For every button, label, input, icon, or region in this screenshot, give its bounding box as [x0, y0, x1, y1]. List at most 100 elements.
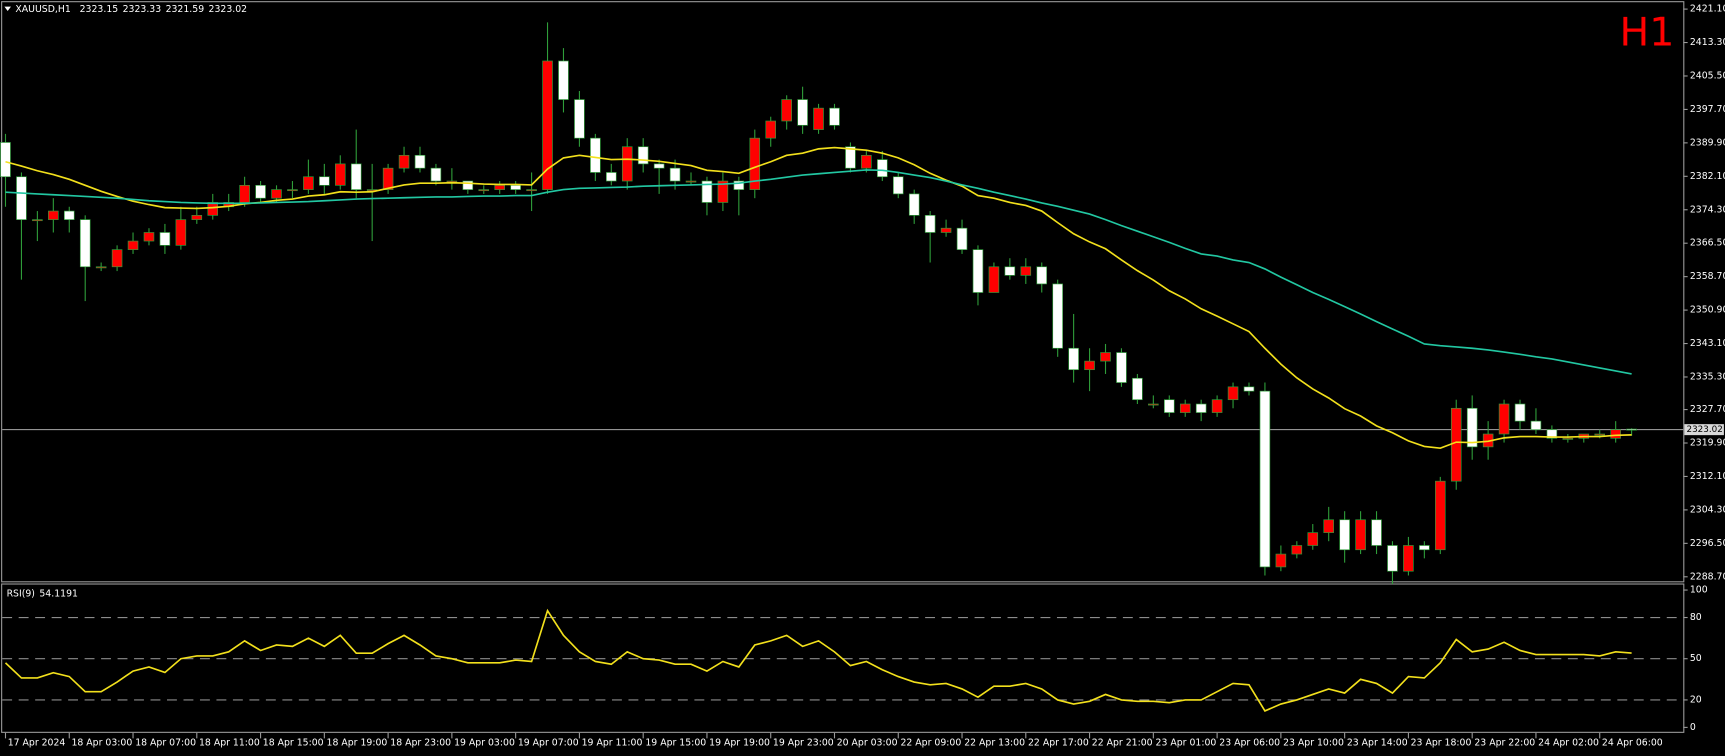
y-tick-label: 2366.50 — [1690, 238, 1725, 249]
candle-body — [95, 266, 107, 269]
y-tick-label: 2405.50 — [1690, 70, 1725, 81]
candle-body — [621, 146, 633, 182]
x-tick-label: 19 Apr 19:00 — [709, 737, 770, 748]
candle-body — [940, 227, 952, 233]
candle-body — [1132, 377, 1143, 401]
y-tick-label: 2296.50 — [1690, 538, 1725, 549]
candle-body — [255, 184, 266, 199]
candle-body — [908, 193, 920, 216]
y-tick-label: 0 — [1690, 722, 1696, 733]
x-tick-label: 22 Apr 13:00 — [964, 737, 1025, 748]
x-tick-label: 18 Apr 15:00 — [263, 737, 324, 748]
x-tick-label: 22 Apr 17:00 — [1028, 737, 1089, 748]
candle-body — [637, 146, 649, 165]
candle-body — [1004, 266, 1016, 276]
y-tick-label: 80 — [1690, 612, 1702, 623]
candle-body — [765, 120, 776, 139]
candle-body — [335, 163, 346, 186]
x-tick-label: 23 Apr 01:00 — [1156, 737, 1217, 748]
candle-body — [191, 215, 203, 220]
x-tick-label: 19 Apr 03:00 — [454, 737, 515, 748]
y-tick-label: 2327.70 — [1690, 404, 1725, 415]
candle-body — [861, 154, 872, 169]
candle-body — [127, 240, 139, 250]
menu-arrow — [4, 6, 11, 12]
candle-body — [1387, 545, 1398, 572]
candle-body — [111, 249, 123, 268]
price-tag-label: 2323.02 — [1687, 425, 1723, 435]
y-tick-label: 2374.30 — [1690, 204, 1725, 215]
candle-body — [1355, 519, 1366, 551]
x-tick-label: 23 Apr 22:00 — [1474, 737, 1535, 748]
rsi-title: RSI(9) — [7, 588, 35, 599]
x-tick-label: 23 Apr 10:00 — [1283, 737, 1344, 748]
candle-body — [0, 142, 11, 178]
candle-body — [653, 163, 665, 169]
candle-body — [16, 176, 27, 220]
candle-body — [590, 137, 601, 173]
candle-body — [1036, 266, 1048, 285]
candle-body — [1626, 428, 1637, 431]
candle-body — [143, 232, 155, 242]
candle-body — [558, 60, 569, 100]
candle-body — [1514, 403, 1526, 422]
candle-body — [1179, 403, 1191, 413]
candle-body — [845, 146, 856, 169]
x-tick-label: 24 Apr 06:00 — [1602, 737, 1663, 748]
x-tick-label: 24 Apr 02:00 — [1538, 737, 1599, 748]
candle-body — [1594, 433, 1605, 436]
candle-body — [1562, 437, 1574, 440]
candle-body — [574, 99, 585, 139]
candle-body — [956, 227, 968, 250]
candle-body — [797, 99, 808, 126]
x-tick-label: 18 Apr 11:00 — [199, 737, 260, 748]
line — [4, 608, 1632, 712]
y-tick-label: 2304.30 — [1690, 504, 1725, 515]
x-tick-label: 19 Apr 11:00 — [582, 737, 643, 748]
candle-body — [1610, 429, 1621, 439]
candle-body — [1291, 545, 1303, 555]
candle-body — [1450, 407, 1462, 482]
candle-body — [1530, 420, 1542, 431]
candle-body — [430, 167, 442, 182]
candle-body — [398, 154, 410, 169]
candle-body — [1403, 545, 1414, 572]
y-tick-label: 2421.10 — [1690, 4, 1725, 15]
candle-body — [781, 99, 792, 122]
candle-body — [1435, 480, 1446, 551]
candle-body — [462, 180, 474, 190]
x-tick-label: 19 Apr 07:00 — [518, 737, 579, 748]
candle-body — [1546, 429, 1558, 439]
candle-body — [1323, 519, 1334, 533]
candle-body — [813, 107, 824, 130]
candle-body — [1243, 386, 1255, 392]
symbol: XAUUSD,H1 — [15, 3, 71, 14]
candle-body — [319, 176, 330, 186]
line — [5, 169, 1632, 375]
candle-body — [1498, 403, 1510, 435]
x-tick-label: 19 Apr 15:00 — [645, 737, 706, 748]
candle-body — [892, 176, 904, 195]
candle-body — [1339, 519, 1350, 551]
y-tick-label: 2350.90 — [1690, 305, 1725, 316]
candle-body — [159, 232, 171, 246]
rsi-header: RSI(9) 54.1191 — [7, 588, 78, 599]
candle-body — [701, 180, 713, 203]
x-tick-label: 23 Apr 14:00 — [1347, 737, 1408, 748]
candle-body — [542, 60, 553, 190]
y-tick-label: 2413.30 — [1690, 37, 1725, 48]
price-panel — [1, 1, 1685, 583]
candle-body — [924, 215, 936, 233]
candle-body — [733, 180, 745, 190]
timeframe-label: H1 — [1620, 10, 1675, 56]
candle-body — [1259, 390, 1271, 568]
candle-body — [48, 210, 59, 220]
candle-body — [1052, 283, 1063, 349]
candle-body — [1211, 399, 1223, 413]
candle-body — [63, 210, 75, 220]
candle-body — [494, 184, 505, 190]
x-tick-label: 23 Apr 18:00 — [1411, 737, 1472, 748]
candle-body — [175, 219, 187, 246]
